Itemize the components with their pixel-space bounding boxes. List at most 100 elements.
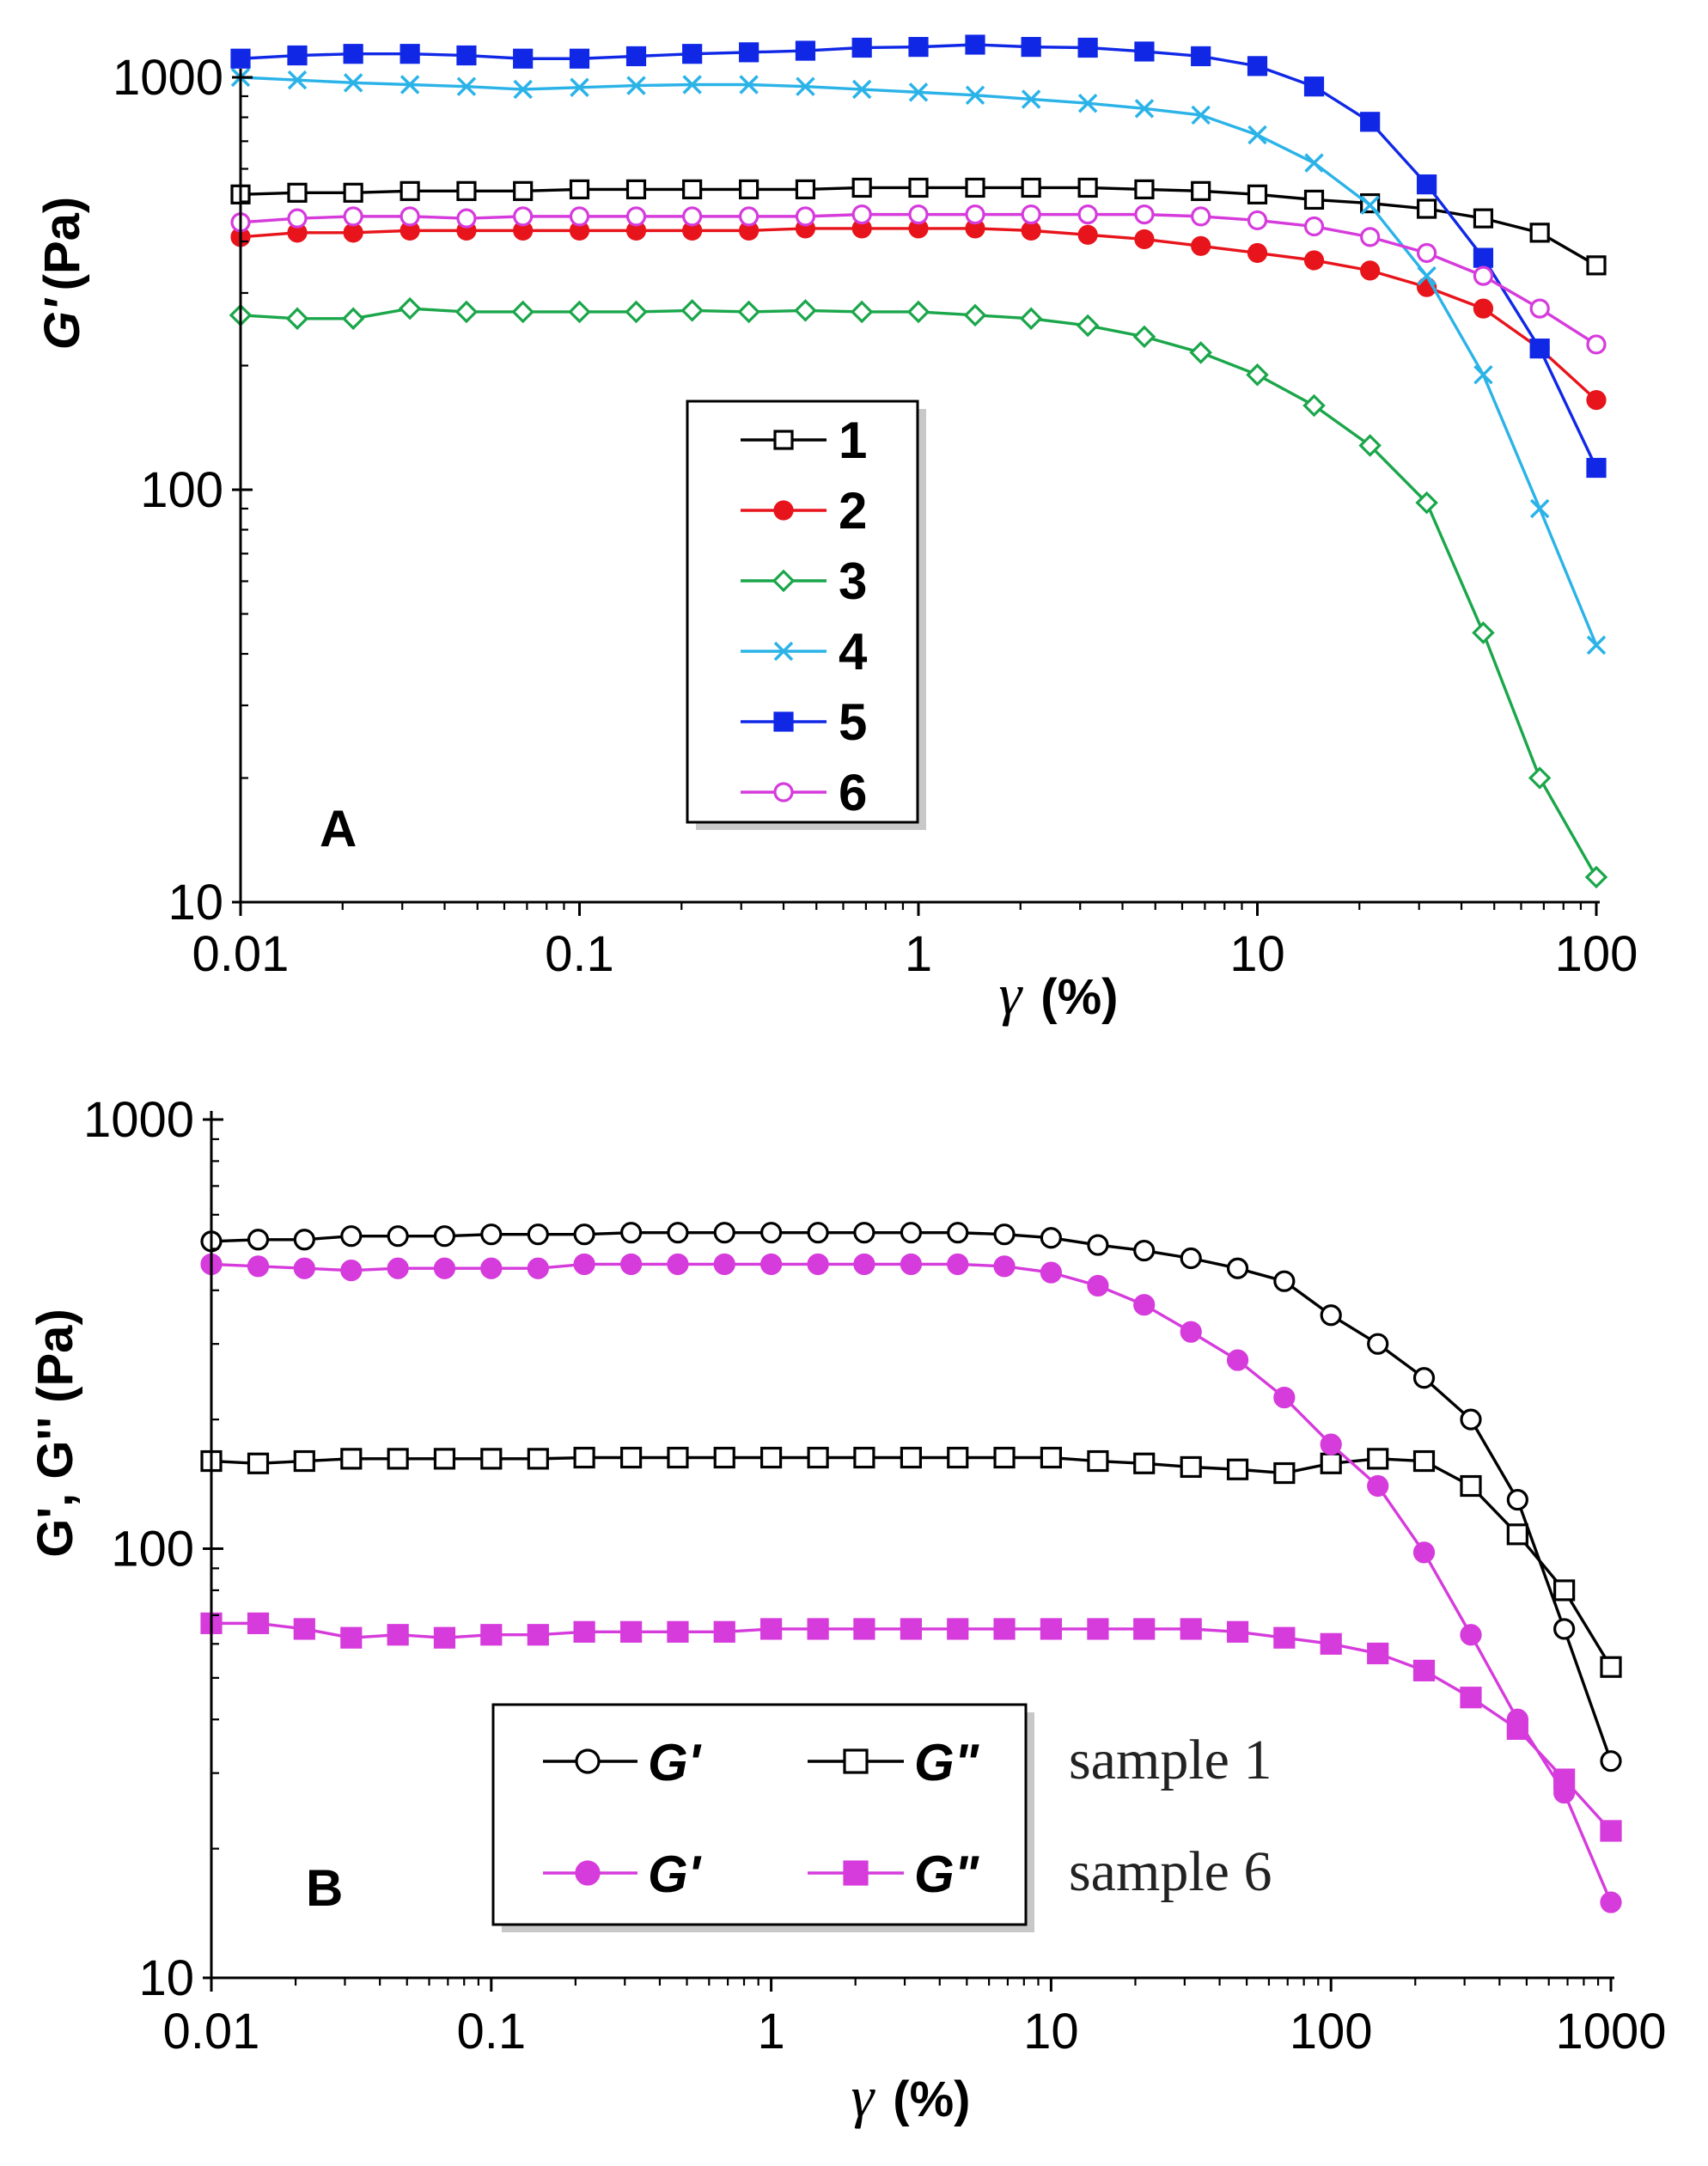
chart-a-series-3-point	[737, 300, 760, 324]
chart-a-series-1-point	[1191, 180, 1211, 201]
chart-b-x-tick-label: 10	[1023, 2004, 1079, 2059]
chart-a-series-6-point	[1417, 242, 1437, 264]
chart-a-series-4-point	[796, 76, 815, 96]
chart-b-legend-item-1-2: G"	[808, 1734, 980, 1791]
chart-b-series-1-point	[667, 1222, 689, 1244]
chart-b-series-4-point	[340, 1626, 363, 1649]
chart-b-series-3-point	[1226, 1349, 1249, 1371]
chart-b-legend-label: G"	[914, 1846, 980, 1903]
chart-a-series-3-point	[1246, 363, 1269, 387]
chart-a-series-1-point	[1021, 177, 1041, 198]
chart-a-series-4-point	[1529, 498, 1550, 519]
chart-a-series-6-point	[1586, 334, 1607, 355]
chart-b-series-2-point	[1180, 1455, 1202, 1479]
chart-b-legend-label: G"	[914, 1734, 980, 1791]
chart-a-series-5-point	[343, 44, 363, 64]
chart-a-legend-box	[686, 400, 919, 824]
chart-a-x-unit: (%)	[1040, 969, 1118, 1025]
chart-a-series-2-point	[1191, 235, 1211, 256]
chart-a-series-1-point	[682, 179, 703, 199]
chart-b-series-2-point	[1226, 1458, 1249, 1480]
chart-a-series-5-point	[1247, 56, 1268, 76]
chart-b-series-3-point	[247, 1255, 270, 1278]
chart-b-series-4-point	[993, 1618, 1016, 1640]
chart-a-series-3-point	[1132, 325, 1156, 349]
chart-b-series-4	[200, 1612, 1622, 1842]
chart-b-legend-item-2-2: G"	[808, 1846, 980, 1903]
chart-b-series-3-point	[993, 1255, 1016, 1278]
chart-b-series-4-point	[900, 1618, 922, 1640]
chart-a-series-5-point	[795, 40, 816, 61]
chart-a-series-1-point	[513, 180, 534, 201]
chart-b-legend-items: G' G" G' G"	[543, 1734, 980, 1903]
chart-b-series-1-point	[1226, 1257, 1249, 1279]
chart-b-legend-row-label-1: sample 1	[1069, 1729, 1272, 1791]
chart-a-series-3-point	[680, 299, 704, 322]
chart-b-legend-box	[491, 1703, 1028, 1926]
chart-b-series-4-point	[947, 1618, 969, 1640]
chart-b-series-3-point	[1180, 1321, 1202, 1343]
chart-a-series-1-point	[851, 177, 872, 198]
chart-a-series-5-point	[400, 44, 420, 64]
chart-b-series-1-point	[1600, 1750, 1622, 1772]
chart-b-series-4-point	[1412, 1659, 1436, 1681]
chart-b-series-4-point	[573, 1620, 595, 1643]
chart-b-legend-row-label-2: sample 6	[1069, 1840, 1272, 1903]
chart-a-legend-item-2: 2	[741, 482, 867, 540]
chart-a-series-5-point	[739, 42, 759, 63]
chart-a-series-5-point	[1134, 41, 1155, 62]
chart-b-series-3-point	[1460, 1624, 1482, 1646]
chart-a-series-3-point	[1302, 394, 1326, 418]
chart-a-series-4-point	[1134, 99, 1155, 119]
chart-b-series-3-point	[340, 1260, 363, 1282]
chart-a-plot-area	[229, 34, 1608, 889]
chart-b-plot-area	[200, 1222, 1622, 1913]
chart-b-series-2-point	[807, 1446, 829, 1469]
chart-a-series-5-point	[1303, 76, 1325, 97]
chart-b-series-1-point	[1133, 1239, 1156, 1262]
chart-a-series-5-point	[1191, 46, 1211, 67]
chart-a-series-5	[230, 34, 1607, 479]
chart-b-series-4-point	[480, 1624, 503, 1646]
chart-b-x-tick-label: 1	[757, 2004, 784, 2059]
chart-a-series-4-point	[1360, 195, 1380, 215]
chart-b-legend-item-1-1: G'	[543, 1734, 702, 1791]
chart-b-series-4-point	[247, 1612, 270, 1634]
chart-a-legend-item-6: 6	[741, 764, 867, 821]
chart-a-series-1-point	[1134, 179, 1155, 199]
chart-a-series-6-point	[1134, 204, 1155, 225]
chart-a-panel-label: A	[320, 800, 357, 857]
chart-b-series-1-line	[210, 1230, 1613, 1762]
chart-a-legend-marker	[773, 430, 794, 450]
chart-b-series-2-point	[1412, 1449, 1436, 1473]
chart-a-series-3-point	[1076, 314, 1100, 338]
chart-b-y-tick-label: 1000	[83, 1092, 194, 1148]
chart-a-series-2-point	[1473, 298, 1494, 319]
chart-b-x-tick-label: 0.1	[456, 2004, 526, 2059]
chart-a-axes	[232, 69, 1600, 916]
chart-b-series-4-point	[387, 1624, 409, 1646]
chart-a-series-3-point	[454, 300, 479, 324]
chart-a-y-symbol: G'	[34, 297, 90, 350]
chart-b-series-2-point	[433, 1448, 456, 1470]
chart-a-legend-marker	[773, 500, 794, 521]
chart-a-legend-item-1: 1	[741, 412, 867, 469]
chart-b-series-3-point	[527, 1257, 549, 1279]
chart-b-series-2-point	[387, 1448, 409, 1470]
chart-b-legend-label: G'	[648, 1734, 702, 1791]
chart-b-series-4-point	[1506, 1718, 1528, 1740]
chart-b-series-4-point	[1040, 1618, 1063, 1640]
chart-a-series-2-point	[1021, 220, 1041, 241]
chart-b-series-1-point	[807, 1222, 829, 1244]
chart-b-series-1-point	[527, 1223, 549, 1246]
chart-b-series-4-point	[293, 1618, 315, 1640]
chart-a-legend-item-5: 5	[741, 693, 867, 751]
chart-b-series-4-point	[1087, 1618, 1109, 1640]
chart-b-series-3-point	[1320, 1433, 1342, 1455]
chart-a-x-symbol: γ	[999, 961, 1024, 1027]
chart-a-series-2-point	[1586, 390, 1607, 411]
chart-b-series-1-point	[573, 1223, 595, 1246]
chart-a-legend-marker	[773, 711, 794, 732]
chart-a-series-5-point	[1077, 37, 1098, 58]
chart-a-series-5-point	[1473, 247, 1494, 268]
